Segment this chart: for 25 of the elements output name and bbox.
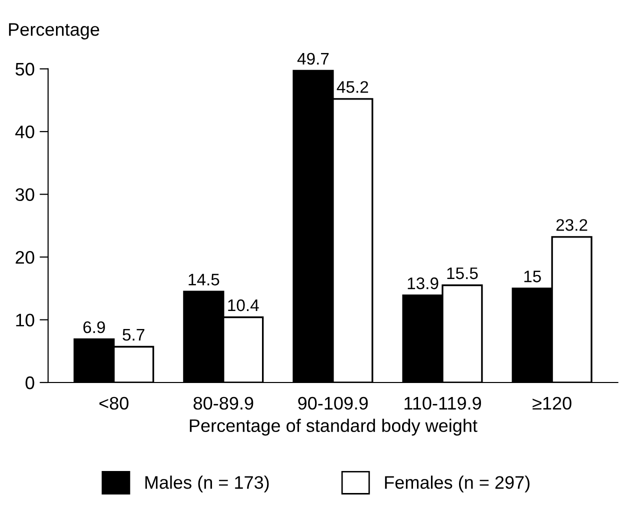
x-tick-label: 110-119.9 [404, 396, 481, 410]
y-tick-label: 0 [26, 376, 34, 390]
data-label: 10.4 [228, 299, 259, 312]
x-tick-label: 90-109.9 [298, 396, 368, 410]
legend-label: Females (n = 297) [385, 476, 530, 492]
y-tick-label: 30 [16, 188, 34, 202]
y-tick-label: 20 [16, 250, 34, 264]
data-label: 49.7 [297, 52, 329, 65]
data-label: 23.2 [556, 219, 588, 231]
y-tick-label: 40 [15, 126, 34, 138]
data-label: 6.9 [83, 321, 105, 334]
data-label: 13.9 [408, 277, 438, 290]
data-label: 5.7 [122, 329, 144, 341]
y-tick-label: 50 [16, 62, 34, 76]
data-label: 15.5 [447, 268, 478, 280]
data-label: 14.5 [188, 274, 220, 286]
x-axis-title: Percentage of standard body weight [190, 418, 478, 436]
x-tick-label: ≥120 [532, 396, 572, 410]
data-label: 15 [524, 270, 541, 282]
x-tick-label: 80-89.9 [194, 396, 254, 410]
y-axis-title: Percentage [9, 23, 100, 40]
data-label: 45.2 [336, 81, 368, 93]
legend-label: Males (n = 173) [145, 476, 269, 492]
x-tick-label: <80 [99, 396, 128, 410]
y-tick-label: 10 [16, 314, 34, 326]
